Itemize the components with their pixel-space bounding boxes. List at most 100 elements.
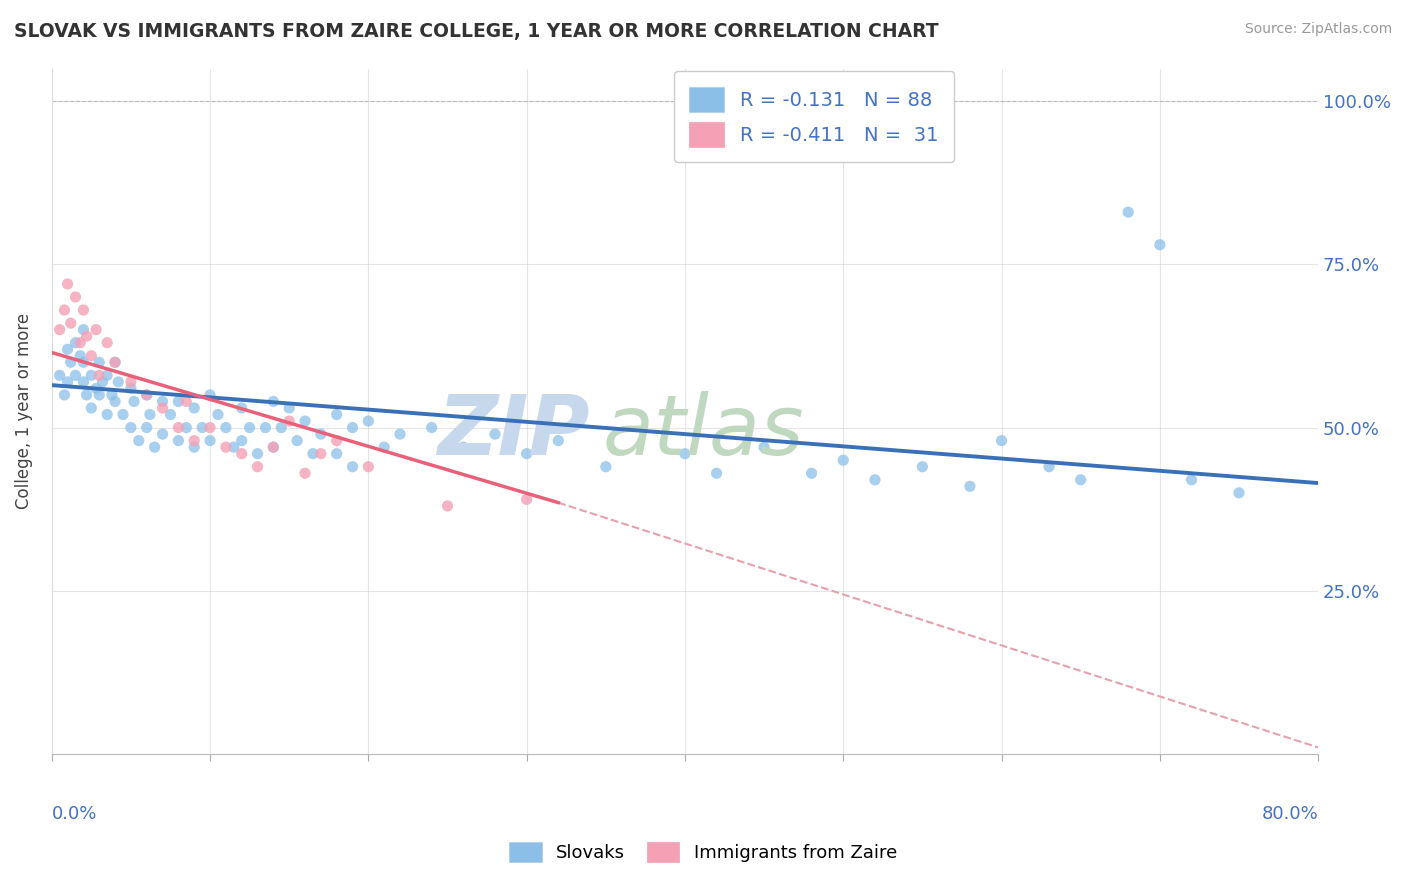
Point (262, 394, 284, 409)
Point (89, 388, 111, 402)
Point (270, 420, 292, 434)
Point (104, 355, 127, 369)
Point (120, 375, 142, 389)
Point (706, 467, 728, 481)
Point (436, 499, 458, 513)
Point (1227, 486, 1250, 500)
Point (65, 290, 87, 304)
Point (65, 335, 87, 350)
Point (104, 394, 127, 409)
Point (357, 459, 380, 474)
Point (122, 394, 145, 409)
Point (76, 388, 98, 402)
Point (120, 381, 142, 395)
Point (215, 440, 238, 454)
Point (80, 401, 103, 415)
Point (911, 459, 934, 474)
Point (80, 349, 103, 363)
Point (183, 440, 205, 454)
Point (309, 447, 332, 461)
Point (72, 375, 94, 389)
Point (516, 492, 538, 507)
Point (254, 420, 277, 434)
Text: SLOVAK VS IMMIGRANTS FROM ZAIRE COLLEGE, 1 YEAR OR MORE CORRELATION CHART: SLOVAK VS IMMIGRANTS FROM ZAIRE COLLEGE,… (14, 22, 939, 41)
Point (183, 401, 205, 415)
Point (990, 434, 1012, 448)
Point (139, 408, 162, 422)
Point (484, 427, 506, 442)
Point (56, 343, 79, 357)
Point (246, 459, 269, 474)
Point (59, 355, 82, 369)
Point (325, 434, 347, 448)
Point (135, 388, 157, 402)
Point (69, 349, 91, 363)
Point (207, 408, 229, 422)
Point (176, 394, 198, 409)
Point (595, 459, 617, 474)
Point (325, 447, 347, 461)
Point (198, 388, 221, 402)
Point (309, 427, 332, 442)
Point (231, 447, 253, 461)
Point (111, 408, 134, 422)
Point (72, 355, 94, 369)
Point (152, 401, 174, 415)
Point (222, 440, 245, 454)
Legend: Slovaks, Immigrants from Zaire: Slovaks, Immigrants from Zaire (502, 834, 904, 870)
Point (198, 434, 221, 448)
Point (84, 381, 107, 395)
Point (48, 368, 70, 383)
Point (1038, 459, 1060, 474)
Point (120, 420, 142, 434)
Point (302, 447, 325, 461)
Point (76, 329, 98, 343)
Point (1070, 473, 1092, 487)
Point (96, 368, 118, 383)
Point (547, 434, 569, 448)
Point (420, 420, 443, 434)
Text: Source: ZipAtlas.com: Source: ZipAtlas.com (1244, 22, 1392, 37)
Point (1116, 205, 1139, 219)
Point (278, 414, 301, 428)
Point (752, 440, 775, 454)
Text: ZIP: ZIP (437, 392, 591, 472)
Point (96, 335, 118, 350)
Point (231, 434, 253, 448)
Point (863, 473, 886, 487)
Point (516, 447, 538, 461)
Point (294, 467, 316, 481)
Point (325, 408, 347, 422)
Point (1149, 237, 1171, 252)
Point (107, 375, 129, 389)
Point (246, 447, 269, 461)
Point (198, 420, 221, 434)
Point (143, 440, 166, 454)
Point (832, 453, 855, 467)
Point (69, 335, 91, 350)
Point (53, 303, 76, 318)
Point (453, 440, 475, 454)
Text: atlas: atlas (603, 392, 804, 472)
Point (72, 323, 94, 337)
Point (96, 408, 118, 422)
Point (373, 440, 395, 454)
Point (48, 323, 70, 337)
Point (128, 434, 150, 448)
Point (152, 394, 174, 409)
Point (800, 467, 823, 481)
Point (89, 355, 111, 369)
Point (65, 368, 87, 383)
Point (673, 447, 696, 461)
Point (101, 388, 124, 402)
Legend: R = -0.131   N = 88, R = -0.411   N =  31: R = -0.131 N = 88, R = -0.411 N = 31 (673, 71, 953, 162)
Y-axis label: College, 1 year or more: College, 1 year or more (15, 313, 32, 509)
Point (278, 401, 301, 415)
Point (53, 388, 76, 402)
Point (135, 388, 157, 402)
Point (183, 434, 205, 448)
Point (167, 394, 190, 409)
Point (59, 316, 82, 330)
Point (167, 434, 190, 448)
Point (215, 420, 238, 434)
